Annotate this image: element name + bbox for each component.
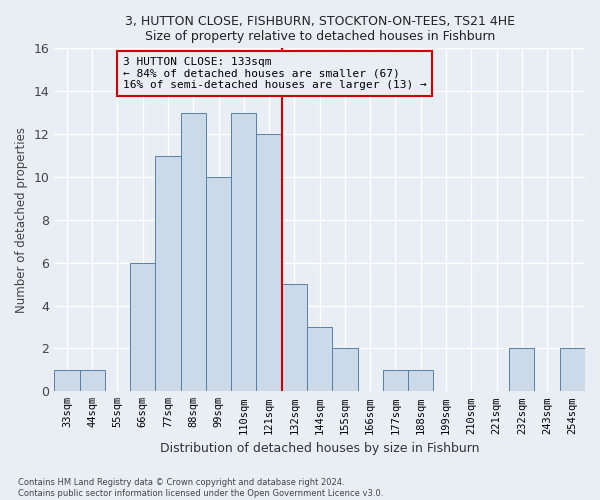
Bar [130, 262, 155, 392]
Bar [383, 370, 408, 392]
Bar [408, 370, 433, 392]
Bar [181, 112, 206, 392]
Text: Contains HM Land Registry data © Crown copyright and database right 2024.
Contai: Contains HM Land Registry data © Crown c… [18, 478, 383, 498]
Bar [509, 348, 535, 392]
Title: 3, HUTTON CLOSE, FISHBURN, STOCKTON-ON-TEES, TS21 4HE
Size of property relative : 3, HUTTON CLOSE, FISHBURN, STOCKTON-ON-T… [125, 15, 515, 43]
Bar [560, 348, 585, 392]
Bar [206, 177, 231, 392]
Bar [231, 112, 256, 392]
Bar [155, 156, 181, 392]
Bar [282, 284, 307, 392]
Bar [307, 327, 332, 392]
Bar [80, 370, 105, 392]
Bar [256, 134, 282, 392]
Y-axis label: Number of detached properties: Number of detached properties [15, 127, 28, 313]
Bar [332, 348, 358, 392]
Bar [54, 370, 80, 392]
X-axis label: Distribution of detached houses by size in Fishburn: Distribution of detached houses by size … [160, 442, 479, 455]
Text: 3 HUTTON CLOSE: 133sqm
← 84% of detached houses are smaller (67)
16% of semi-det: 3 HUTTON CLOSE: 133sqm ← 84% of detached… [122, 57, 426, 90]
